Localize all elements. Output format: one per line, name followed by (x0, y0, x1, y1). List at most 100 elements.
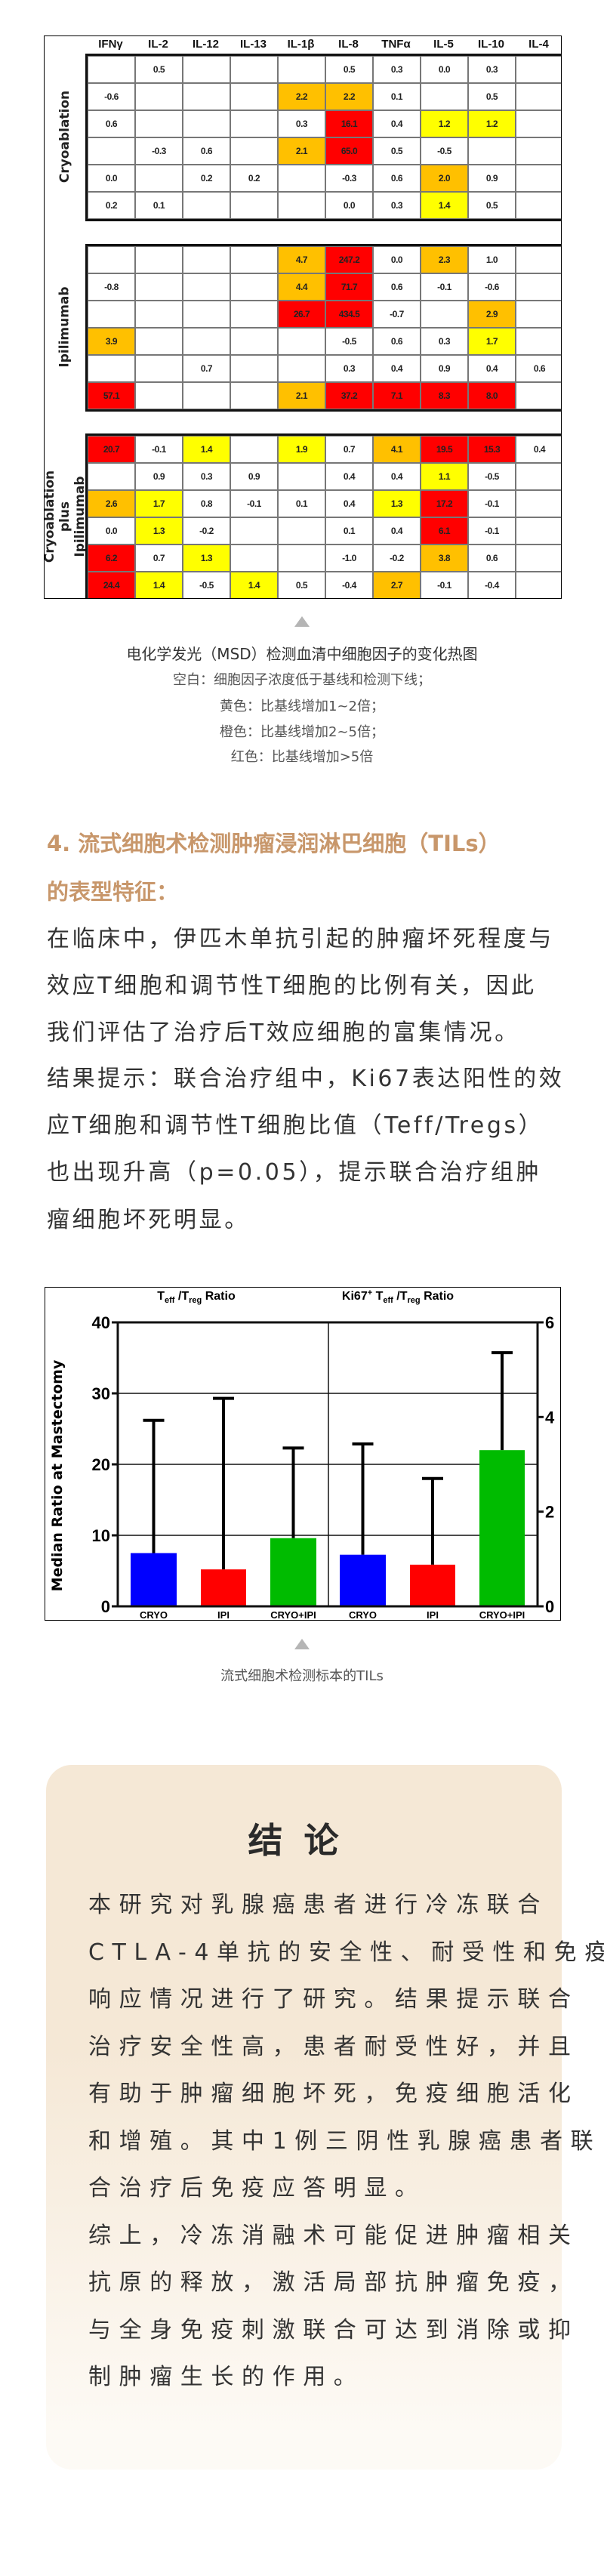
heatmap-caption-line: 空白：细胞因子浓度低于基线和检测下线； (173, 672, 431, 688)
y-tick-label: 40 (92, 1313, 110, 1332)
heatmap-cell (516, 83, 561, 110)
conclusion-text-line: 综上，冷冻消融术可能促进肿瘤相关 (88, 2222, 579, 2249)
heatmap-cell (183, 301, 230, 328)
heatmap-row: -0.6 2.2 2.2 0.1 0.5 (88, 83, 561, 110)
heatmap-cell (516, 110, 561, 137)
heatmap-cell (421, 301, 468, 328)
heatmap-cell: 17.2 (421, 490, 468, 517)
heatmap-cell: -0.6 (468, 273, 516, 301)
heatmap-cell (135, 165, 183, 192)
heatmap-cell (135, 328, 183, 355)
heatmap-cell (230, 436, 278, 463)
panel-title-part: /T (393, 1290, 408, 1303)
heatmap-cell: 0.7 (325, 436, 373, 463)
panel-title-part: eff (165, 1296, 175, 1305)
conclusion-text-line: CTLA-4单抗的安全性、耐受性和免疫 (88, 1939, 604, 1966)
heatmap-cell (516, 165, 561, 192)
heatmap-cell: 2.7 (373, 572, 421, 598)
heatmap-cell: 57.1 (88, 382, 135, 409)
body-text-line: 也出现升高（p=0.05），提示联合治疗组肿 (47, 1159, 542, 1186)
heatmap-cell: 1.4 (421, 192, 468, 219)
heatmap-cell: 0.6 (468, 545, 516, 572)
heatmap-cell (135, 273, 183, 301)
heatmap-cell (88, 56, 135, 83)
heatmap-cell: 0.6 (373, 273, 421, 301)
heatmap-cell: 0.3 (325, 355, 373, 382)
heatmap-caption-title: 电化学发光（MSD）检测血清中细胞因子的变化热图 (126, 645, 478, 663)
y2-tick-label: 0 (545, 1597, 554, 1616)
heatmap-cell: -0.6 (88, 83, 135, 110)
heatmap-cell: 2.9 (468, 301, 516, 328)
chart-caption: 流式细胞术检测标本的TILs (220, 1668, 384, 1684)
heatmap-cell (230, 517, 278, 545)
heatmap-cell: 0.1 (135, 192, 183, 219)
heatmap-cell: 0.3 (183, 463, 230, 490)
heatmap-cell: 4.4 (278, 273, 325, 301)
heatmap-row: 4.7 247.2 0.0 2.3 1.0 (88, 246, 561, 273)
heatmap-cell: -0.1 (468, 490, 516, 517)
bar-cryo (131, 1553, 177, 1606)
column-header: IL-12 (192, 38, 219, 51)
heatmap-cell: -0.1 (135, 436, 183, 463)
heatmap-row: 0.0 0.2 0.2 -0.3 0.6 2.0 0.9 (88, 165, 561, 192)
heatmap-cell: 2.1 (278, 137, 325, 165)
column-header: TNFα (381, 38, 411, 51)
heatmap-cell (230, 328, 278, 355)
heatmap-cell (516, 301, 561, 328)
panel-title: Teff /Treg Ratio (157, 1290, 236, 1305)
heatmap-row: 0.2 0.1 0.0 0.3 1.4 0.5 (88, 192, 561, 219)
heatmap-cell (516, 192, 561, 219)
heatmap-cell (278, 192, 325, 219)
heatmap-cell (135, 355, 183, 382)
conclusion-text-line: 有助于肿瘤细胞坏死，免疫细胞活化 (88, 2081, 579, 2107)
heatmap-cell: 0.6 (88, 110, 135, 137)
heatmap-cell: 0.9 (135, 463, 183, 490)
heatmap-cell: 0.4 (325, 490, 373, 517)
heatmap-cell: 0.5 (135, 56, 183, 83)
heatmap-cell: 8.3 (421, 382, 468, 409)
heatmap-cell: 0.4 (373, 517, 421, 545)
heatmap-cell: 1.9 (278, 436, 325, 463)
heatmap-row: 0.7 0.3 0.4 0.9 0.4 0.6 (88, 355, 561, 382)
heatmap-cell (278, 545, 325, 572)
heatmap-cell: 8.0 (468, 382, 516, 409)
heatmap-cell (230, 56, 278, 83)
heatmap-cell (516, 246, 561, 273)
heatmap-cell: 0.3 (373, 192, 421, 219)
conclusion-text-line: 本研究对乳腺癌患者进行冷冻联合 (88, 1892, 548, 1918)
heatmap-cell: 0.6 (516, 355, 561, 382)
heatmap-cell: -0.5 (468, 463, 516, 490)
heatmap-cell: 3.9 (88, 328, 135, 355)
heatmap-cell (230, 382, 278, 409)
section-heading: 的表型特征： (47, 879, 179, 905)
heatmap-cell: 1.4 (183, 436, 230, 463)
panel-title-part: eff (383, 1296, 393, 1305)
heatmap-row: 0.6 0.3 16.1 0.4 1.2 1.2 (88, 110, 561, 137)
panel-title-part: T (372, 1290, 383, 1303)
bar-cryo (340, 1554, 386, 1606)
heatmap-cell: 0.5 (325, 56, 373, 83)
conclusion-text-line: 抗原的释放，激活局部抗肿瘤免疫， (88, 2269, 579, 2296)
heatmap-cell (230, 246, 278, 273)
column-header: IL-2 (148, 38, 168, 51)
bar-cryo-ipi (270, 1538, 316, 1606)
heatmap-cell: 0.2 (88, 192, 135, 219)
column-header: IL-1β (287, 38, 315, 51)
heatmap-cell (183, 56, 230, 83)
body-text-line: 效应T细胞和调节性T细胞的比例有关，因此 (47, 973, 537, 999)
heatmap-cell (135, 110, 183, 137)
category-label: IPI (427, 1609, 439, 1621)
heatmap-cell (88, 246, 135, 273)
heatmap-cell: 0.0 (421, 56, 468, 83)
bar-ipi (410, 1564, 455, 1606)
heatmap-cell: 2.2 (278, 83, 325, 110)
column-header: IL-10 (477, 38, 504, 51)
section-heading: 4. 流式细胞术检测肿瘤浸润淋巴细胞（TILs） (47, 831, 501, 856)
category-label: IPI (217, 1609, 230, 1621)
panel-title: Ki67+ Teff /Treg Ratio (342, 1288, 454, 1305)
heatmap-cell: -0.5 (325, 328, 373, 355)
heatmap-cell: 20.7 (88, 436, 135, 463)
heatmap-cell: 1.3 (373, 490, 421, 517)
heatmap-cell: 1.3 (135, 517, 183, 545)
heatmap-cell: -0.1 (421, 572, 468, 598)
